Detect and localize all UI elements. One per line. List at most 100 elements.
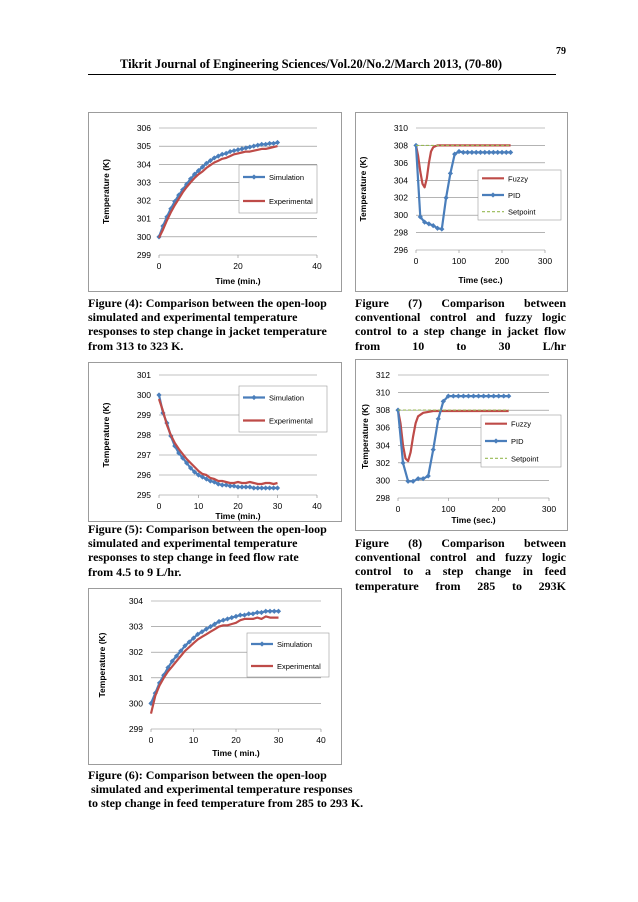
caption-line: conventional control and fuzzy logic — [355, 550, 566, 565]
x-tick-label: 40 — [316, 735, 326, 745]
legend-box — [238, 164, 318, 214]
data-point-marker — [443, 195, 449, 201]
y-tick-label: 298 — [376, 493, 390, 503]
legend-box — [246, 632, 330, 678]
caption-line: control to a step change in feed — [355, 564, 566, 579]
data-point-marker — [508, 149, 514, 155]
data-point-marker — [180, 455, 186, 461]
y-tick-label: 302 — [129, 647, 143, 657]
y-tick-label: 300 — [137, 390, 151, 400]
y-tick-label: 310 — [376, 388, 390, 398]
data-point-marker — [219, 482, 225, 488]
data-point-marker — [195, 631, 201, 637]
y-axis-label: Temperature (K) — [101, 402, 111, 467]
data-point-marker — [499, 149, 505, 155]
caption-line: simulated and experimental temperature r… — [88, 782, 353, 797]
data-point-marker — [439, 226, 445, 232]
data-point-marker — [255, 485, 261, 491]
caption-line: simulated and experimental temperature — [88, 536, 298, 551]
legend-label: Fuzzy — [511, 420, 531, 429]
y-tick-label: 305 — [137, 141, 151, 151]
data-point-marker — [258, 609, 265, 616]
data-point-marker — [239, 484, 245, 490]
figure-4-plot: 299 300 301 302 303 304 305 306 0 20 40 Time (min.)… — [101, 123, 322, 286]
chart-legend: Fuzzy PID Setpoint — [480, 414, 562, 468]
legend-marker — [251, 174, 257, 180]
data-point-marker — [169, 658, 175, 664]
data-point-marker — [224, 616, 231, 622]
y-tick-label: 304 — [137, 159, 151, 169]
caption-line: from 10 to 30 L/hr — [355, 338, 566, 353]
data-point-marker — [211, 155, 217, 161]
x-tick-label: 100 — [441, 504, 455, 514]
y-tick-label: 302 — [394, 193, 408, 203]
figure-7-plot: 296 298 300 302 304 306 308 310 0 100 200 300 Time (… — [358, 123, 562, 285]
data-point-marker — [199, 629, 205, 635]
x-tick-label: 0 — [149, 735, 154, 745]
data-point-marker — [220, 617, 226, 623]
y-tick-label: 300 — [376, 475, 390, 485]
y-tick-label: 308 — [376, 405, 390, 415]
x-tick-label: 300 — [542, 504, 556, 514]
data-point-marker — [460, 149, 466, 155]
x-axis-label: Time ( min.) — [212, 748, 260, 758]
data-point-marker — [275, 608, 282, 614]
legend-label: Setpoint — [508, 208, 536, 217]
data-point-marker — [503, 149, 509, 155]
legend-label: Simulation — [277, 640, 312, 649]
chart-legend: Simulation Experimental — [238, 164, 318, 214]
figure-7-chart: 296 298 300 302 304 306 308 310 0 100 200 300 Time (… — [355, 112, 568, 292]
y-tick-label: 300 — [129, 698, 143, 708]
caption-line: temperature from 285 to 293K — [355, 578, 566, 593]
data-point-marker — [434, 225, 441, 231]
caption-line: to step change in feed temperature from … — [88, 796, 364, 811]
data-point-marker — [251, 485, 257, 491]
data-point-marker — [486, 393, 492, 399]
legend-label: Simulation — [269, 394, 304, 403]
y-axis-label: Temperature (K) — [97, 632, 107, 697]
data-point-marker — [447, 170, 453, 176]
data-point-marker — [227, 483, 233, 489]
data-point-marker — [435, 416, 441, 422]
y-tick-label: 303 — [129, 622, 143, 632]
legend-label: PID — [508, 191, 521, 200]
legend-marker — [259, 641, 265, 647]
x-axis-label: Time (sec.) — [458, 275, 502, 285]
y-tick-label: 302 — [376, 458, 390, 468]
data-point-marker — [247, 484, 253, 490]
legend-label: Experimental — [269, 197, 313, 206]
data-point-marker — [255, 142, 261, 148]
legend-box — [238, 385, 328, 433]
data-point-marker — [223, 150, 229, 156]
data-point-marker — [274, 485, 281, 491]
data-point-marker — [227, 148, 233, 155]
figure-8-chart: 298 300 302 304 306 308 310 312 0 100 200 300 Time (… — [355, 359, 568, 531]
data-point-marker — [199, 474, 206, 480]
data-point-marker — [231, 483, 237, 489]
data-point-marker — [241, 612, 248, 618]
data-point-marker — [263, 608, 269, 614]
figure-5-chart: 295 296 297 298 299 300 301 0 10 20 30 40 Time (min.… — [88, 362, 342, 522]
series-line-experimental — [149, 615, 279, 714]
data-point-marker — [243, 145, 249, 151]
data-point-marker — [400, 460, 406, 466]
data-point-marker — [188, 465, 194, 471]
data-point-marker — [259, 141, 265, 147]
chart-legend: Fuzzy PID Setpoint — [477, 169, 562, 221]
x-tick-label: 40 — [312, 261, 322, 271]
data-point-marker — [207, 158, 213, 164]
legend-marker — [493, 438, 499, 444]
data-point-marker — [430, 447, 436, 453]
data-point-marker — [203, 626, 209, 632]
data-point-marker — [450, 393, 456, 399]
caption-line: control to a step change in jacket flow — [355, 324, 566, 339]
data-point-marker — [219, 151, 225, 157]
data-point-marker — [475, 393, 482, 399]
data-point-marker — [480, 393, 487, 399]
data-point-marker — [246, 611, 252, 617]
figure-8-plot: 298 300 302 304 306 308 310 312 0 100 200 300 Time (… — [360, 370, 562, 525]
data-point-marker — [456, 148, 462, 155]
legend-label: Experimental — [269, 417, 313, 426]
figure-5-caption: Figure (5): Comparison between the open-… — [88, 522, 348, 579]
data-point-marker — [263, 485, 269, 491]
